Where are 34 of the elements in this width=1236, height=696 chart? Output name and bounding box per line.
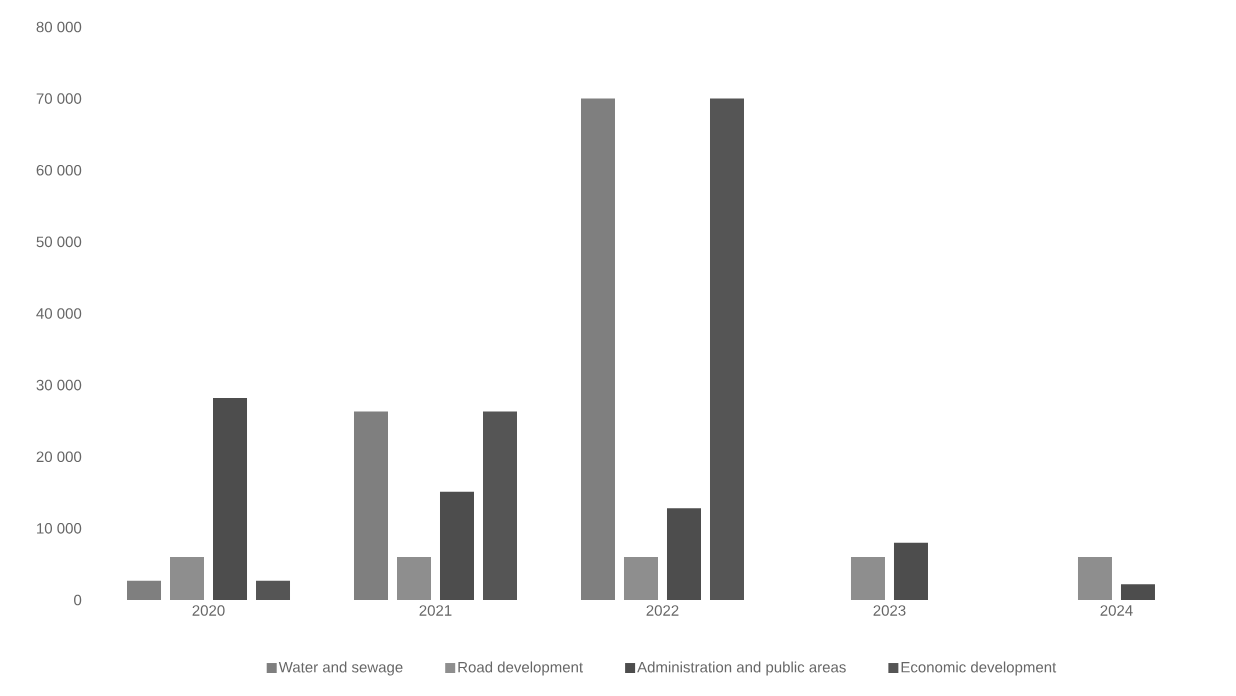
bar xyxy=(710,98,744,600)
y-tick-label: 70 000 xyxy=(36,93,82,104)
y-tick-label: 10 000 xyxy=(37,523,82,534)
legend-label: Road development xyxy=(458,661,583,676)
bar xyxy=(666,508,701,600)
bar xyxy=(850,557,885,600)
y-tick-label: 0 xyxy=(74,594,82,606)
x-tick-label: 2020 xyxy=(192,605,225,616)
bar xyxy=(397,557,431,600)
legend-label: Administration and public areas xyxy=(637,661,846,676)
bar xyxy=(623,557,658,600)
x-tick-label: 2024 xyxy=(1100,605,1133,616)
bar xyxy=(440,491,474,600)
x-tick-label: 2022 xyxy=(646,605,679,616)
bar xyxy=(256,580,291,600)
bar xyxy=(354,411,388,600)
legend-label: Economic development xyxy=(901,661,1057,676)
y-tick-label: 60 000 xyxy=(36,164,82,176)
x-tick-label: 2021 xyxy=(419,605,452,616)
y-tick-label: 30 000 xyxy=(36,379,82,391)
y-tick-label: 50 000 xyxy=(36,236,82,248)
bar xyxy=(580,98,615,600)
bar xyxy=(1077,557,1112,600)
bar xyxy=(127,580,161,600)
bar xyxy=(170,557,204,600)
y-tick-label: 80 000 xyxy=(36,21,82,33)
bar xyxy=(1120,584,1155,600)
x-tick-label: 2023 xyxy=(873,605,906,616)
bar xyxy=(213,398,248,600)
bar xyxy=(483,411,517,600)
y-tick-label: 40 000 xyxy=(36,308,82,319)
y-tick-label: 20 000 xyxy=(36,451,82,463)
bar xyxy=(893,542,928,600)
legend-label: Water and sewage xyxy=(278,661,403,676)
